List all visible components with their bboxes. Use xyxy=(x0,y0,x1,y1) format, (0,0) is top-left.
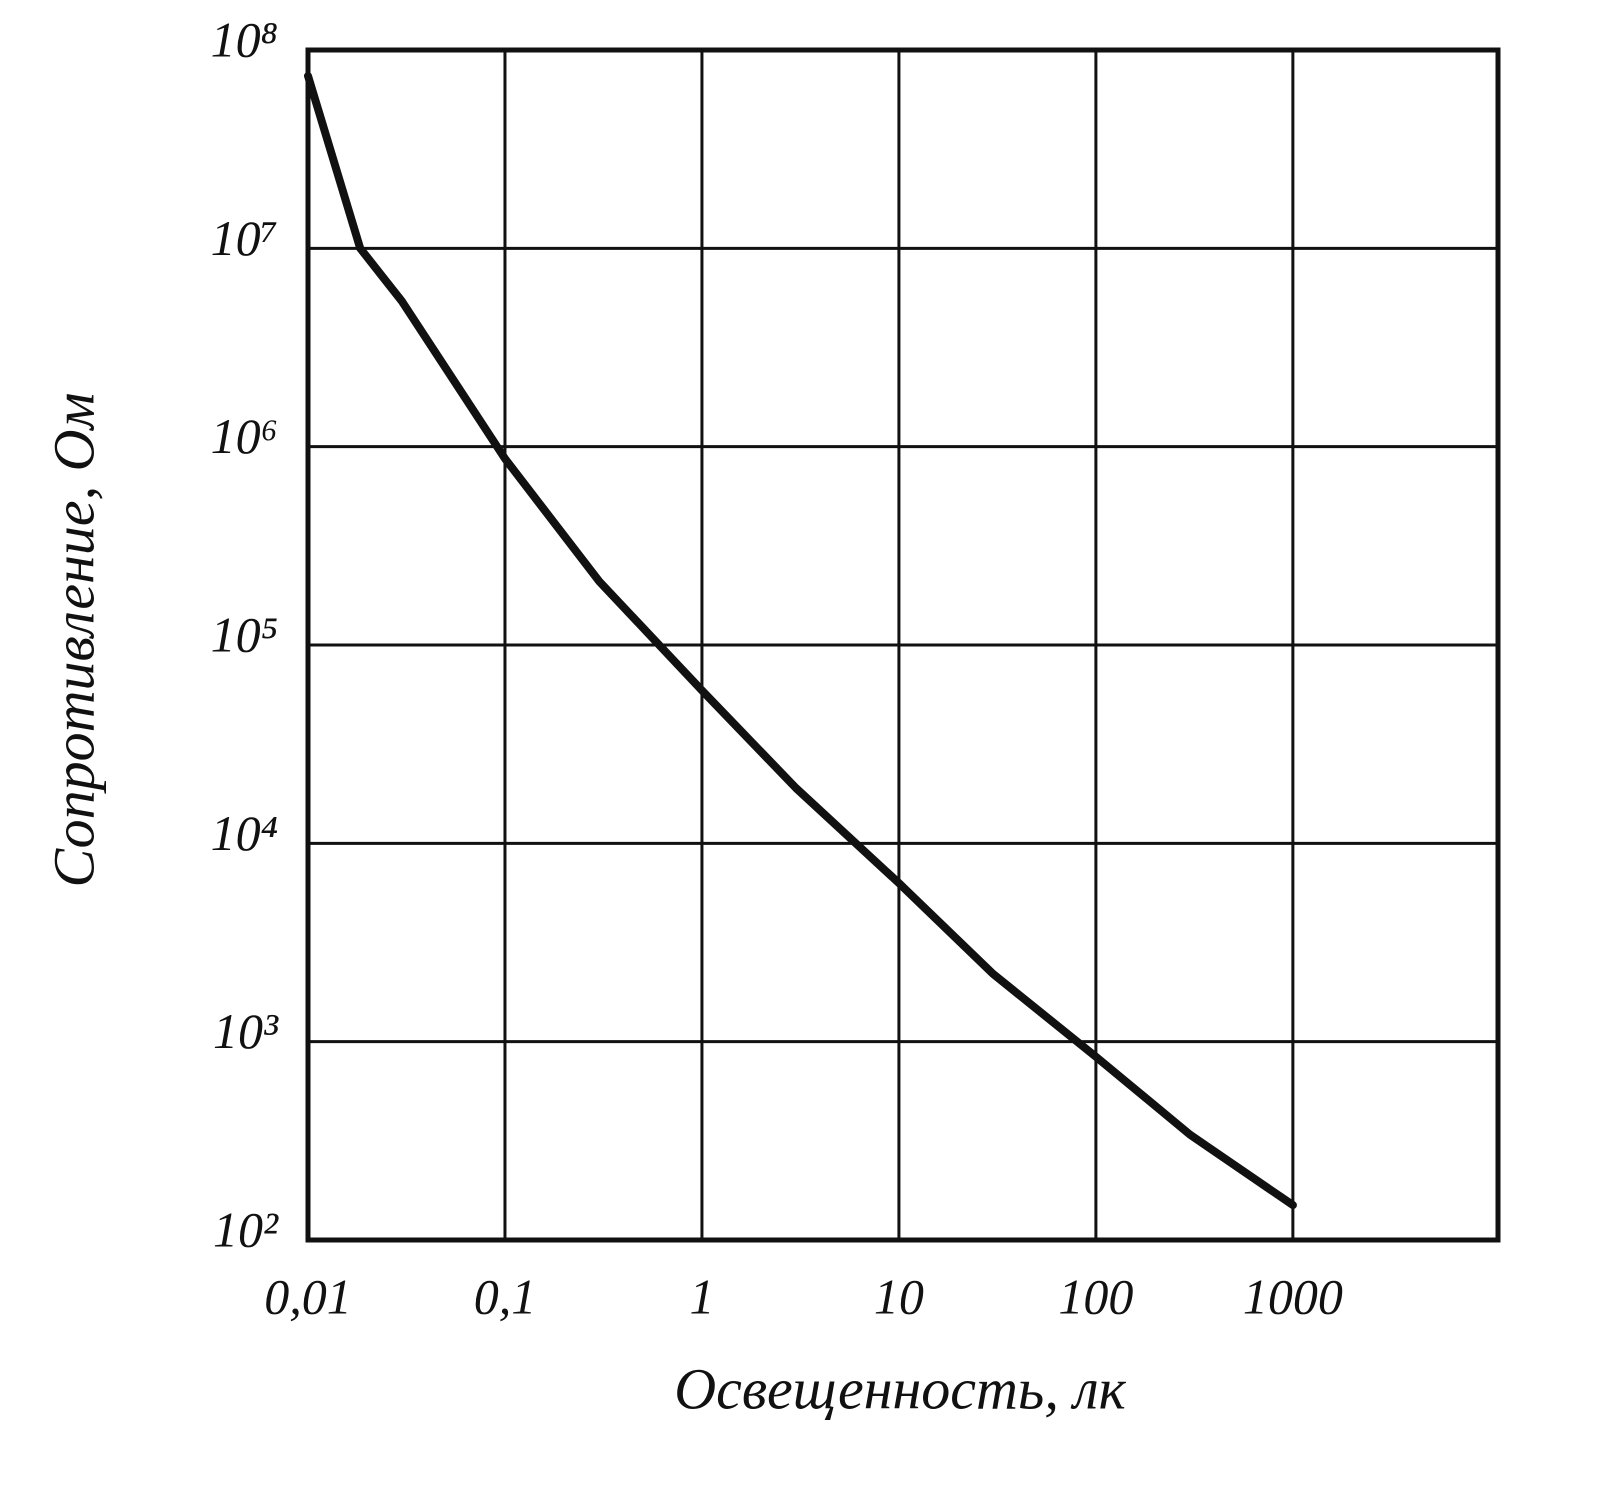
x-tick-label: 1000 xyxy=(1243,1268,1343,1324)
y-tick-label: 10⁸ xyxy=(211,11,278,67)
data-line xyxy=(304,71,1297,1210)
plot-frame xyxy=(305,47,1501,1243)
y-tick-label: 10² xyxy=(213,1201,279,1257)
x-tick-label: 100 xyxy=(1058,1268,1133,1324)
y-tick-label: 10⁵ xyxy=(211,606,278,662)
y-axis-title: Сопротивление, Ом xyxy=(41,392,106,887)
x-tick-label: 1 xyxy=(689,1268,714,1324)
x-tick-label: 0,01 xyxy=(264,1268,352,1324)
y-tick-label: 10⁶ xyxy=(211,408,278,464)
y-tick-label: 10³ xyxy=(213,1003,279,1059)
y-tick-label: 10⁴ xyxy=(211,805,278,861)
x-axis-title: Освещенность, лк xyxy=(674,1356,1126,1421)
y-tick-label: 10⁷ xyxy=(211,210,278,266)
x-tick-label: 0,1 xyxy=(474,1268,537,1324)
x-tick-label: 10 xyxy=(874,1268,924,1324)
